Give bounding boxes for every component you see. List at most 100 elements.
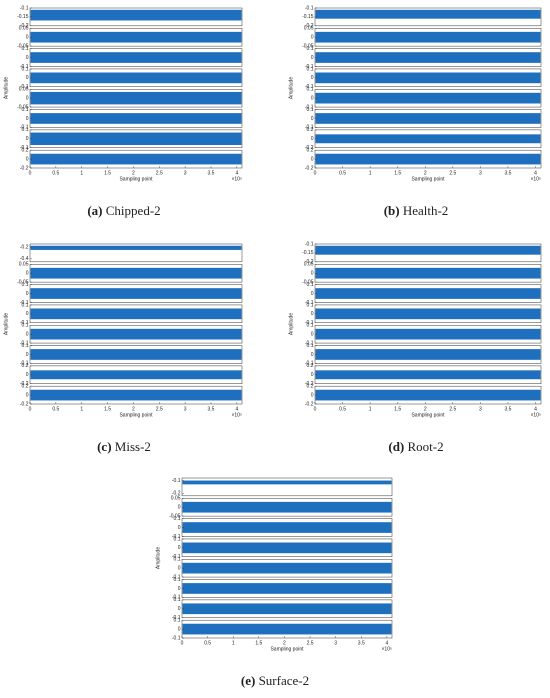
y-tick-label: -0.1 [305, 64, 314, 70]
y-tick-label: 0.1 [22, 343, 29, 349]
x-tick-label: 2.5 [156, 406, 163, 412]
x-tick-label: 3.5 [504, 170, 511, 176]
signal-band [315, 389, 541, 401]
y-tick-label: 0 [26, 372, 29, 378]
y-tick-label: 0 [26, 291, 29, 297]
signal-band [30, 267, 242, 279]
y-tick-label: -0.15 [17, 14, 29, 20]
signal-band [182, 623, 392, 635]
signal-band [30, 245, 242, 250]
x-scale-label: ×10⁵ [381, 646, 392, 652]
y-tick-label: -0.1 [305, 320, 314, 326]
y-tick-label: 0 [26, 352, 29, 358]
x-scale-label: ×10⁵ [231, 176, 242, 182]
x-tick-label: 0 [29, 170, 32, 176]
y-tick-label: 0 [311, 75, 314, 81]
x-tick-label: 4 [385, 640, 388, 646]
caption-text: Miss-2 [115, 439, 151, 454]
y-tick-label: 0.2 [22, 148, 29, 154]
y-tick-label: -0.1 [20, 84, 29, 90]
signal-band [315, 134, 541, 144]
y-tick-label: -0.1 [20, 300, 29, 306]
subplot-frame [181, 477, 393, 497]
y-tick-label: 0.05 [19, 262, 29, 268]
y-tick-label: 0 [311, 116, 314, 122]
signal-band [30, 31, 242, 43]
signal-band [315, 31, 541, 43]
y-tick-label: -0.2 [20, 401, 29, 407]
y-tick-label: 0.1 [22, 282, 29, 288]
signal-band [30, 9, 242, 21]
x-tick-label: 3 [184, 406, 187, 412]
y-tick-label: 0 [26, 156, 29, 162]
y-tick-label: -0.1 [172, 478, 181, 484]
y-tick-label: 0.05 [19, 26, 29, 32]
y-tick-label: -0.1 [20, 361, 29, 367]
y-tick-label: -0.05 [17, 104, 29, 110]
y-tick-label: -0.2 [305, 401, 314, 407]
caption: (e) Surface-2 [241, 673, 309, 688]
x-tick-label: 3 [184, 170, 187, 176]
signal-band [315, 92, 541, 104]
y-tick-label: 0.1 [22, 66, 29, 72]
signal-band [182, 480, 392, 485]
y-tick-label: -0.2 [305, 259, 314, 265]
y-tick-label: 0.05 [304, 262, 314, 268]
caption-text: Surface-2 [259, 673, 310, 688]
y-tick-label: 0 [311, 392, 314, 398]
y-tick-label: -0.1 [172, 615, 181, 621]
y-tick-label: 0 [178, 545, 181, 551]
y-tick-label: 0 [311, 55, 314, 61]
signal-band [315, 245, 541, 255]
y-tick-label: -0.1 [20, 64, 29, 70]
signal-band [30, 370, 242, 380]
y-tick-label: -0.1 [20, 340, 29, 346]
y-tick-label: 0.2 [307, 148, 314, 154]
caption: (b) Health-2 [384, 203, 449, 218]
y-axis-label: Amplitude [155, 547, 161, 569]
y-tick-label: 0.1 [22, 107, 29, 113]
y-tick-label: 0.1 [22, 323, 29, 329]
y-tick-label: 0 [178, 626, 181, 632]
signal-band [182, 522, 392, 533]
y-tick-label: -0.1 [305, 104, 314, 110]
y-tick-label: 0.2 [22, 363, 29, 369]
x-tick-label: 1 [80, 170, 83, 176]
signal-band [315, 72, 541, 84]
x-tick-label: 0.5 [52, 406, 59, 412]
caption-label: (d) [388, 439, 404, 454]
signal-band [182, 562, 392, 574]
x-scale-label: ×10⁵ [231, 412, 242, 418]
y-tick-label: 0.1 [307, 107, 314, 113]
caption-label: (a) [87, 203, 102, 218]
x-axis-label: Sampling point [119, 412, 153, 418]
x-axis-label: Sampling point [119, 176, 153, 182]
signal-band [30, 153, 242, 165]
y-tick-label: 0.1 [307, 46, 314, 52]
y-tick-label: 0 [311, 35, 314, 41]
signal-band [30, 288, 242, 299]
x-tick-label: 1 [80, 406, 83, 412]
y-tick-label: 0.1 [22, 302, 29, 308]
y-tick-label: 0.1 [174, 557, 181, 563]
signal-band [315, 52, 541, 63]
y-tick-label: 0 [26, 55, 29, 61]
y-tick-label: 0 [178, 565, 181, 571]
y-tick-label: 0.2 [22, 384, 29, 390]
signal-band [30, 308, 242, 320]
y-tick-label: 0 [26, 95, 29, 101]
y-tick-label: 0.1 [22, 46, 29, 52]
y-tick-label: 0.05 [171, 496, 181, 502]
x-tick-label: 4 [534, 406, 537, 412]
y-tick-label: 0 [311, 311, 314, 317]
caption-label: (b) [384, 203, 400, 218]
x-tick-label: 0.5 [204, 640, 211, 646]
signal-band [30, 389, 242, 401]
signal-band [315, 288, 541, 299]
y-axis-label: Amplitude [288, 77, 294, 99]
signal-band [182, 603, 392, 615]
y-tick-label: 0 [26, 136, 29, 142]
y-tick-label: 0.2 [307, 363, 314, 369]
x-tick-label: 0.5 [339, 170, 346, 176]
x-tick-label: 1.5 [104, 406, 111, 412]
